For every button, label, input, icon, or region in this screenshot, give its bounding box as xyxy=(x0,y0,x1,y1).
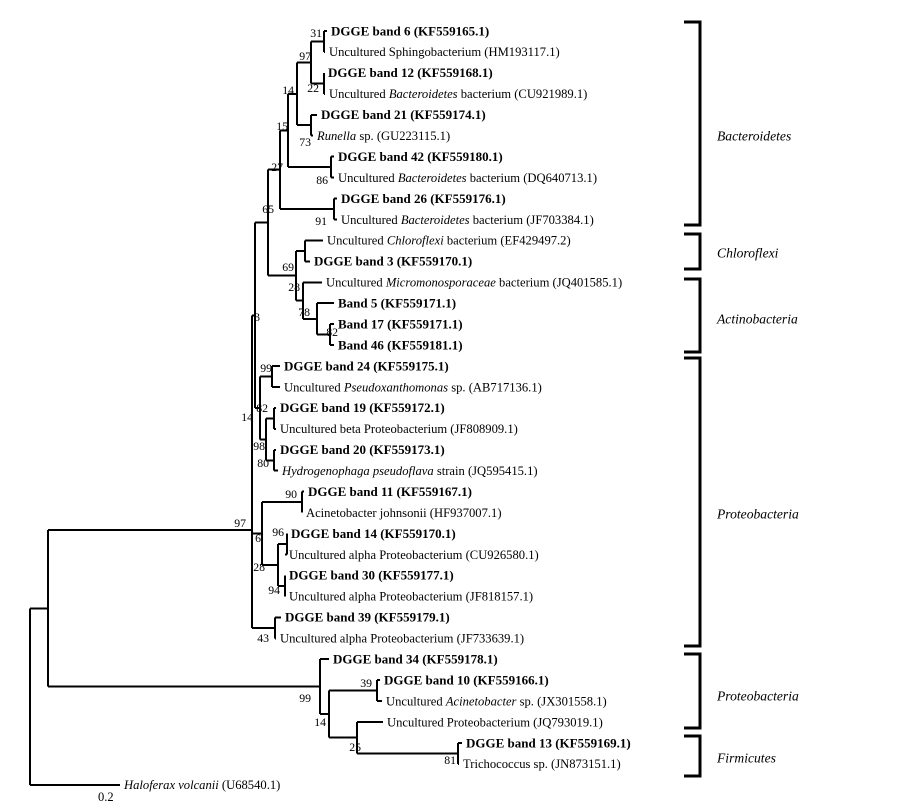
taxon-label: DGGE band 19 (KF559172.1) xyxy=(280,400,445,415)
taxon-label: Trichococcus sp. (JN873151.1) xyxy=(463,757,621,771)
taxon-label: Uncultured alpha Proteobacterium (CU9265… xyxy=(289,548,539,562)
scale-bar-label: 0.2 xyxy=(98,790,114,803)
bootstrap-value: 39 xyxy=(360,676,372,690)
taxon-label: DGGE band 3 (KF559170.1) xyxy=(314,254,472,269)
taxon-label: Uncultured Micromonosporaceae bacterium … xyxy=(326,276,622,290)
bootstrap-value: 73 xyxy=(299,135,311,149)
bootstrap-value: 80 xyxy=(257,456,269,470)
taxon-label: Band 17 (KF559171.1) xyxy=(338,316,463,331)
bootstrap-value: 25 xyxy=(349,740,361,754)
bootstrap-value: 27 xyxy=(271,160,283,174)
taxon-label: Uncultured Proteobacterium (JQ793019.1) xyxy=(387,715,603,729)
clade-bracket xyxy=(684,652,702,730)
bootstrap-value: 94 xyxy=(268,583,280,597)
bootstrap-value: 28 xyxy=(253,560,265,574)
bootstrap-value: 14 xyxy=(314,715,326,729)
taxon-label: DGGE band 14 (KF559170.1) xyxy=(291,526,456,541)
bootstrap-value: 99 xyxy=(260,361,272,375)
clade-bracket xyxy=(684,734,702,778)
clade-bracket xyxy=(684,356,702,648)
bootstrap-value: 98 xyxy=(253,439,265,453)
taxon-label: Uncultured Chloroflexi bacterium (EF4294… xyxy=(327,234,571,248)
bootstrap-value: 22 xyxy=(307,81,319,95)
taxon-label: DGGE band 6 (KF559165.1) xyxy=(331,23,489,38)
taxon-label: DGGE band 10 (KF559166.1) xyxy=(384,672,549,687)
bootstrap-value: 97 xyxy=(234,516,246,530)
bootstrap-value: 96 xyxy=(272,525,284,539)
bootstrap-value: 65 xyxy=(262,202,274,216)
taxon-label: DGGE band 11 (KF559167.1) xyxy=(308,484,472,499)
bootstrap-value: 81 xyxy=(444,753,456,767)
bootstrap-value: 31 xyxy=(310,26,322,40)
bootstrap-value: 14 xyxy=(282,83,294,97)
clade-bracket xyxy=(684,232,702,271)
clade-label: Actinobacteria xyxy=(716,312,798,327)
bootstrap-value: 69 xyxy=(282,260,294,274)
clade-label: Bacteroidetes xyxy=(717,129,791,144)
bootstrap-value: 43 xyxy=(257,631,269,645)
bootstrap-value: 99 xyxy=(299,691,311,705)
taxon-label: DGGE band 12 (KF559168.1) xyxy=(328,65,493,80)
taxon-label: Uncultured alpha Proteobacterium (JF7336… xyxy=(280,632,524,646)
clade-label: Proteobacteria xyxy=(716,507,799,522)
bootstrap-value: 90 xyxy=(285,487,297,501)
taxon-label: DGGE band 34 (KF559178.1) xyxy=(333,652,498,667)
taxon-label: Uncultured alpha Proteobacterium (JF8181… xyxy=(289,590,533,604)
bootstrap-value: 14 xyxy=(241,410,253,424)
taxon-label: Band 46 (KF559181.1) xyxy=(338,337,463,352)
bootstrap-value: 82 xyxy=(326,325,338,339)
bootstrap-value: 28 xyxy=(288,280,300,294)
taxon-label: Acinetobacter johnsonii (HF937007.1) xyxy=(306,506,502,520)
bootstrap-value: 78 xyxy=(298,305,310,319)
taxon-label: DGGE band 20 (KF559173.1) xyxy=(280,442,445,457)
taxon-label: Runella sp. (GU223115.1) xyxy=(316,129,450,143)
taxon-label: DGGE band 39 (KF559179.1) xyxy=(285,610,450,625)
taxon-label: Uncultured Sphingobacterium (HM193117.1) xyxy=(329,45,560,59)
bootstrap-value: 15 xyxy=(276,119,288,133)
bootstrap-value: 91 xyxy=(315,214,327,228)
clade-label: Chloroflexi xyxy=(717,246,779,261)
taxon-label: DGGE band 42 (KF559180.1) xyxy=(338,149,503,164)
taxon-label: DGGE band 24 (KF559175.1) xyxy=(284,358,449,373)
taxon-label: DGGE band 21 (KF559174.1) xyxy=(321,107,486,122)
taxon-label: DGGE band 13 (KF559169.1) xyxy=(466,735,631,750)
taxon-label: Uncultured beta Proteobacterium (JF80890… xyxy=(280,422,518,436)
taxon-label: Uncultured Bacteroidetes bacterium (JF70… xyxy=(341,213,594,227)
taxon-label: Uncultured Bacteroidetes bacterium (DQ64… xyxy=(338,171,597,185)
bootstrap-value: 82 xyxy=(256,401,268,415)
taxon-label: DGGE band 30 (KF559177.1) xyxy=(289,568,454,583)
taxon-label: Uncultured Bacteroidetes bacterium (CU92… xyxy=(329,87,587,101)
bootstrap-value: 97 xyxy=(299,49,311,63)
bootstrap-value: 3 xyxy=(254,310,260,324)
taxon-label: DGGE band 26 (KF559176.1) xyxy=(341,191,506,206)
taxon-label: Haloferax volcanii (U68540.1) xyxy=(123,778,280,792)
clade-label: Firmicutes xyxy=(716,751,776,766)
clade-bracket xyxy=(684,20,702,227)
clade-label: Proteobacteria xyxy=(716,689,799,704)
bootstrap-value: 6 xyxy=(255,531,261,545)
clade-bracket xyxy=(684,277,702,354)
taxon-label: Band 5 (KF559171.1) xyxy=(338,296,456,311)
bootstrap-value: 86 xyxy=(316,173,328,187)
taxon-label: Uncultured Pseudoxanthomonas sp. (AB7171… xyxy=(284,380,542,394)
taxon-label: Uncultured Acinetobacter sp. (JX301558.1… xyxy=(386,694,607,708)
taxon-label: Hydrogenophaga pseudoflava strain (JQ595… xyxy=(281,464,538,478)
